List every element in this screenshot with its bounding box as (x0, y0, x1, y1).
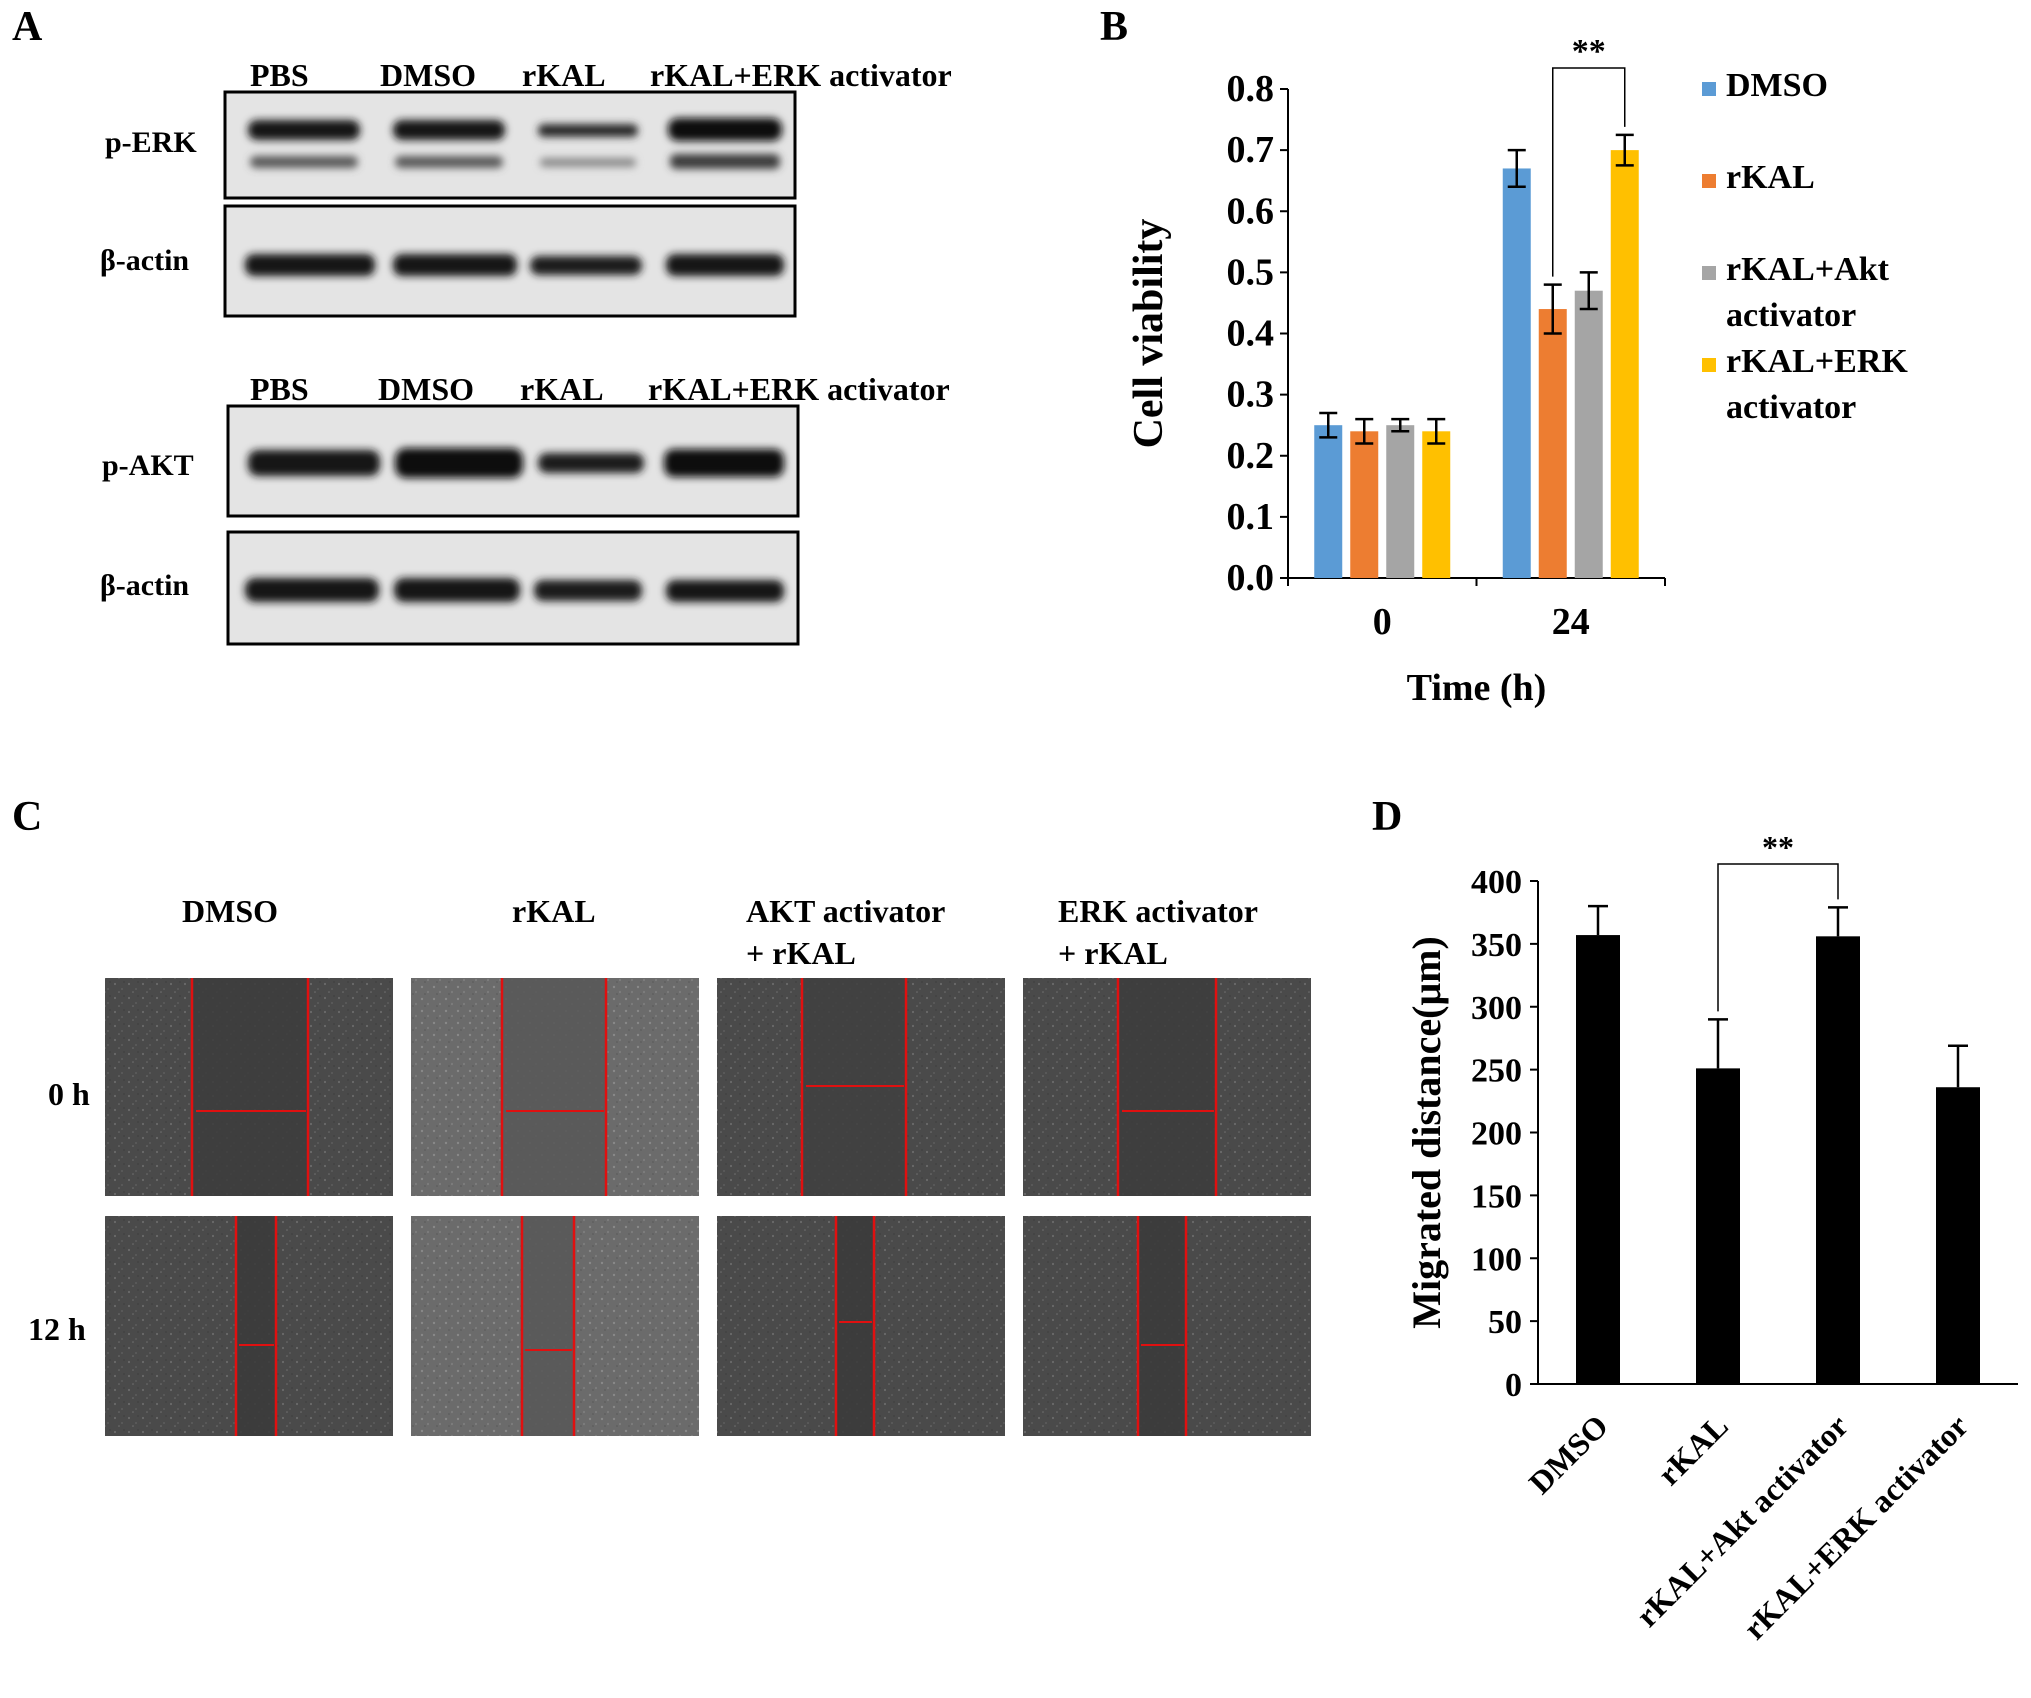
wound-column-label: AKT activator (746, 893, 945, 929)
x-tick-label: DMSO (1522, 1407, 1615, 1500)
blot-row-label: β-actin (100, 244, 189, 277)
bar (1350, 431, 1379, 578)
bar (1314, 425, 1343, 578)
wound-column-label: ERK activator (1058, 893, 1258, 929)
bar (1816, 936, 1860, 1384)
blot2-lane-label: rKAL+ERK activator (648, 371, 950, 407)
blot2-lane-label: rKAL (520, 371, 604, 407)
panel-d: D 0 50 100 150 200 250 300 350 400 DMSO rKALrKAL+A… (1372, 794, 2018, 1646)
y-tick-label: 50 (1488, 1304, 1522, 1341)
y-tick-label: 300 (1471, 990, 1522, 1027)
legend-swatch (1702, 266, 1716, 280)
legend-label: activator (1726, 389, 1856, 426)
bar (1696, 1068, 1740, 1384)
x-tick-label: rKAL+Akt activator (1629, 1407, 1855, 1633)
blot1-lane-labels: PBS DMSO rKAL rKAL+ERK activator (250, 57, 952, 93)
y-tick-label: 0.6 (1227, 190, 1275, 232)
migrated-distance-chart: 0 50 100 150 200 250 300 350 400 DMSO rKALrKAL+Akt… (1404, 829, 2018, 1646)
perk-blot-image (223, 90, 797, 200)
blot1-lane-label: PBS (250, 57, 309, 93)
y-tick-label: 0.3 (1227, 374, 1275, 416)
panel-a-letter: A (12, 4, 43, 50)
x-axis-label: Time (h) (1407, 667, 1547, 709)
x-tick-label: rKAL (1650, 1407, 1735, 1492)
legend-label: rKAL+ERK (1726, 343, 1908, 380)
wound-image-akt-12h (717, 1216, 1005, 1436)
bar (1574, 290, 1603, 578)
blot1-lane-label: rKAL+ERK activator (650, 57, 952, 93)
wound-image-rkal-0h (411, 978, 699, 1196)
legend-label: rKAL (1726, 159, 1815, 196)
y-tick-label: 0.7 (1227, 129, 1275, 171)
y-tick-label: 200 (1471, 1116, 1522, 1153)
wound-image-rkal-12h (411, 1216, 699, 1436)
legend-label: rKAL+Akt (1726, 251, 1890, 288)
wound-image-akt-0h (717, 978, 1005, 1196)
y-tick-label: 400 (1471, 864, 1522, 901)
blot2-lane-labels: PBS DMSO rKAL rKAL+ERK activator (250, 371, 950, 407)
y-tick-label: 0.4 (1227, 313, 1275, 355)
bar (1576, 935, 1620, 1384)
bar (1386, 425, 1415, 578)
panel-d-letter: D (1372, 794, 1402, 840)
y-tick-label: 150 (1471, 1178, 1522, 1215)
bar (1502, 168, 1531, 578)
y-tick-label: 0.8 (1227, 68, 1275, 110)
blot-row-label: p-ERK (105, 126, 197, 159)
legend-swatch (1702, 358, 1716, 372)
actin-blot-image-2 (226, 530, 800, 646)
y-tick-label: 100 (1471, 1241, 1522, 1278)
y-tick-label: 250 (1471, 1053, 1522, 1090)
wound-image-dmso-0h (105, 978, 393, 1196)
actin-blot-image (223, 204, 797, 318)
panel-c: C DMSO rKAL AKT activator + rKAL ERK act… (12, 794, 1311, 1436)
legend-swatch (1702, 174, 1716, 188)
blot1-lane-label: DMSO (380, 57, 476, 93)
wound-column-label-line2: + rKAL (746, 935, 856, 971)
significance-marker: ** (1762, 829, 1794, 865)
y-tick-label: 0.0 (1227, 557, 1275, 599)
significance-bracket (1717, 863, 1839, 1012)
y-tick-label: 0.5 (1227, 251, 1275, 293)
blot-row-label: p-AKT (102, 449, 194, 482)
bar (1422, 431, 1451, 578)
y-axis-label: Cell viability (1126, 219, 1172, 449)
bar (1936, 1087, 1980, 1384)
wound-column-labels: DMSO rKAL AKT activator + rKAL ERK activ… (182, 893, 1258, 971)
y-tick-label: 0 (1505, 1367, 1522, 1404)
wound-row-label: 12 h (28, 1311, 86, 1347)
wound-column-label: DMSO (182, 893, 278, 929)
blot1-lane-label: rKAL (522, 57, 606, 93)
x-tick-label: rKAL+ERK activator (1736, 1407, 1975, 1646)
x-tick-label: 24 (1552, 601, 1590, 643)
legend-label: DMSO (1726, 67, 1828, 104)
significance-bracket (1552, 67, 1626, 277)
wound-image-erk-12h (1023, 1216, 1311, 1436)
wound-row-label: 0 h (48, 1076, 90, 1112)
wound-image-dmso-12h (105, 1216, 393, 1436)
panel-c-letter: C (12, 794, 42, 840)
legend-swatch (1702, 82, 1716, 96)
wound-column-label: rKAL (512, 893, 596, 929)
blot2-lane-label: DMSO (378, 371, 474, 407)
bar (1538, 309, 1567, 578)
x-tick-label: 0 (1373, 601, 1392, 643)
y-axis-label: Migrated distance(μm) (1404, 936, 1449, 1329)
blot-row-label: β-actin (100, 569, 189, 602)
blot2-lane-label: PBS (250, 371, 309, 407)
bar (1610, 150, 1639, 578)
legend-label: activator (1726, 297, 1856, 334)
wound-column-label-line2: + rKAL (1058, 935, 1168, 971)
y-tick-label: 0.2 (1227, 435, 1275, 477)
significance-marker: ** (1572, 33, 1606, 70)
panel-a: A PBS DMSO rKAL rKAL+ERK activator p-ERK (12, 4, 952, 646)
y-tick-label: 350 (1471, 927, 1522, 964)
panel-b-letter: B (1100, 4, 1128, 50)
pakt-blot-image (226, 404, 800, 518)
y-tick-label: 0.1 (1227, 496, 1275, 538)
wound-image-erk-0h (1023, 978, 1311, 1196)
